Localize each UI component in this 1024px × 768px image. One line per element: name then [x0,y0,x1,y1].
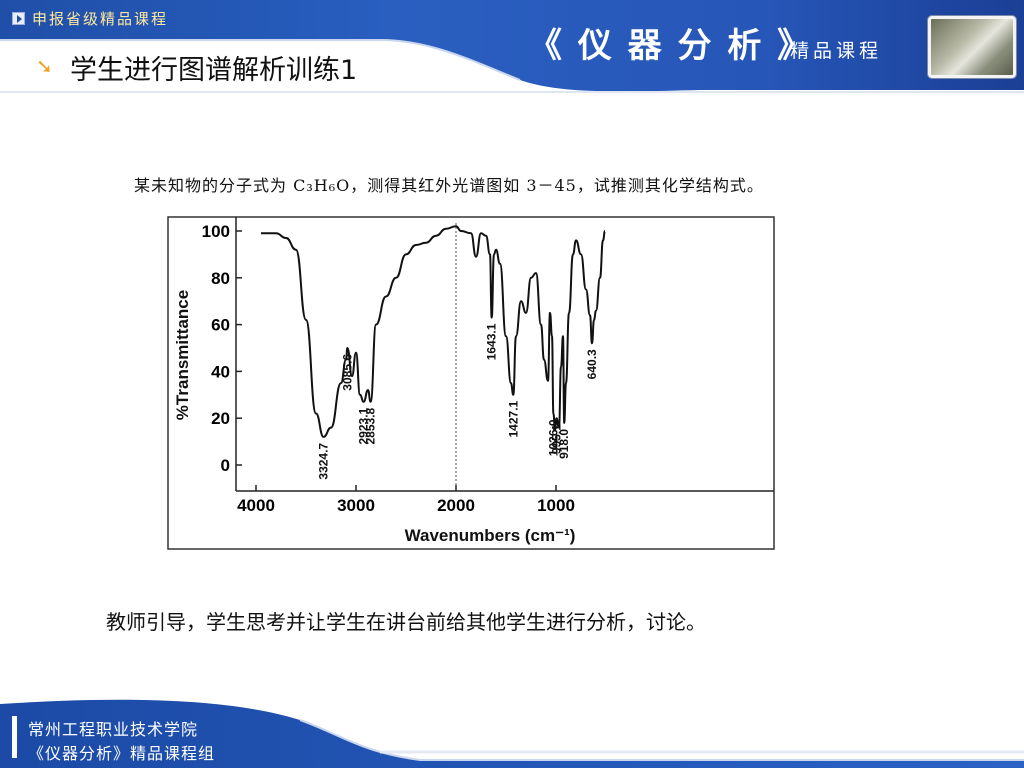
footer-school: 常州工程职业技术学院 [28,720,199,739]
course-title: 《 仪 器 分 析 》 [528,26,814,66]
peak-label: 640.3 [585,349,599,379]
peak-label: 3324.7 [317,443,331,480]
footer-banner [0,699,1024,768]
arrow-bullet-icon: ➘ [36,54,53,78]
header-swoosh [0,0,1024,93]
footer-group: 《仪器分析》精品课程组 [28,744,216,763]
footer-marker [12,716,17,758]
y-tick-label: 0 [221,456,230,475]
peak-label: 3085.6 [340,354,354,391]
y-tick-label: 60 [211,316,230,335]
figure-frame [167,216,775,550]
y-axis-label: %Transmittance [173,290,192,420]
slide-title: 学生进行图谱解析训练1 [70,55,358,86]
spectrum-line [261,225,606,438]
x-tick-label: 1000 [537,496,575,515]
tag-label: 申报省级精品课程 [32,10,169,28]
y-tick-label: 20 [211,409,230,428]
x-tick-label: 2000 [437,496,475,515]
peak-label: 2923.1 [357,407,371,444]
peak-label: 995.1 [550,424,564,454]
play-box-icon [12,12,25,25]
ir-spectrum-chart: 100 80 60 40 20 0 4000 3000 2000 1000 3324.7 3085… [167,216,775,550]
peak-label: 2853.8 [364,407,378,444]
figure-caption: 某未知物的分子式为 C₃H₆O，测得其红外光谱图如 3－45，试推测其化学结构式… [134,176,764,195]
x-tick-label: 4000 [237,496,275,515]
peak-label: 1643.1 [485,323,499,360]
y-tick-label: 80 [211,269,230,288]
course-subtitle: 精品课程 [790,40,883,62]
y-tick-label: 40 [211,362,230,381]
instruction-text: 教师引导，学生思考并让学生在讲台前给其他学生进行分析，讨论。 [106,610,706,634]
instrument-photo [928,16,1016,78]
peak-label: 1026.0 [546,419,560,456]
x-tick-label: 3000 [337,496,375,515]
peak-label: 918.0 [557,429,571,459]
x-axis-label: Wavenumbers (cm⁻¹) [405,526,576,545]
y-tick-label: 100 [202,222,230,241]
peak-label: 1427.1 [506,400,520,437]
